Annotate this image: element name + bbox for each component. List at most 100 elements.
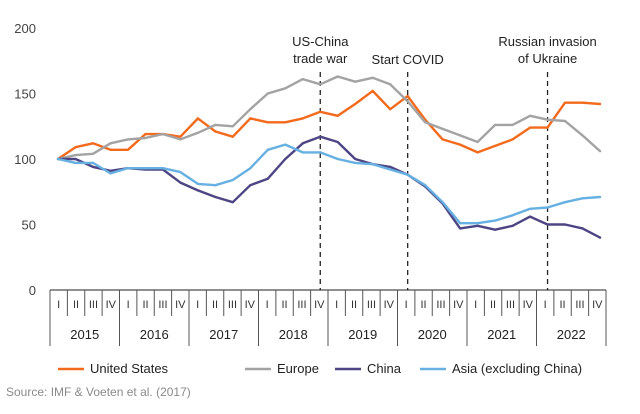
- quarter-tick-label: I: [127, 299, 130, 311]
- y-tick-label: 100: [14, 152, 36, 167]
- data-point: [424, 184, 427, 187]
- legend-label: China: [367, 361, 402, 376]
- data-point: [196, 117, 199, 120]
- quarter-tick-label: I: [474, 299, 477, 311]
- data-point: [581, 101, 584, 104]
- x-axis: I II III IV I II III IV I II III IV I II III IV I II III IV…: [49, 289, 607, 346]
- data-point: [231, 201, 234, 204]
- data-point: [529, 126, 532, 129]
- quarter-tick-label: III: [158, 299, 167, 311]
- year-label: 2021: [487, 327, 516, 342]
- data-point: [301, 151, 304, 154]
- data-point: [336, 157, 339, 161]
- quarter-tick-label: II: [560, 299, 566, 311]
- data-point: [231, 125, 234, 128]
- data-point: [109, 148, 112, 151]
- data-point: [74, 161, 77, 164]
- quarter-tick-label: IV: [245, 299, 256, 311]
- data-point: [179, 135, 182, 138]
- quarter-tick-label: III: [436, 299, 445, 311]
- quarter-tick-label: I: [405, 299, 408, 311]
- data-point: [74, 157, 77, 161]
- data-point: [249, 184, 252, 187]
- data-point: [284, 157, 287, 161]
- data-point: [231, 135, 234, 138]
- data-point: [249, 108, 252, 111]
- data-point: [266, 148, 269, 151]
- series-line: [56, 89, 602, 161]
- data-point: [319, 135, 322, 138]
- year-label: 2018: [279, 327, 308, 342]
- y-tick-label: 200: [14, 21, 36, 36]
- data-point: [196, 189, 199, 192]
- data-point: [529, 114, 532, 117]
- quarter-tick-label: III: [228, 299, 237, 311]
- data-point: [354, 80, 357, 83]
- data-point: [336, 114, 339, 117]
- data-point: [598, 236, 602, 239]
- data-point: [459, 222, 462, 225]
- data-point: [126, 148, 129, 151]
- data-point: [529, 215, 532, 218]
- data-point: [266, 177, 269, 180]
- data-point: [354, 161, 357, 164]
- data-point: [144, 136, 147, 140]
- data-point: [598, 150, 602, 153]
- quarter-tick-label: II: [73, 299, 79, 311]
- data-point: [196, 182, 199, 185]
- data-point: [441, 138, 444, 141]
- event-label: Russian invasion: [498, 34, 596, 49]
- data-point: [389, 108, 392, 111]
- data-point: [354, 157, 357, 161]
- quarter-tick-label: IV: [175, 299, 186, 311]
- quarter-tick-label: IV: [592, 299, 603, 311]
- quarter-tick-label: IV: [453, 299, 464, 311]
- data-series: [56, 75, 602, 239]
- data-point: [406, 95, 409, 98]
- data-point: [563, 101, 567, 104]
- data-point: [494, 123, 497, 126]
- event-annotations: US-China trade war Start COVID Russian inva…: [292, 34, 597, 290]
- data-point: [144, 133, 147, 136]
- data-point: [91, 142, 95, 145]
- data-point: [529, 207, 532, 210]
- quarter-tick-label: III: [367, 299, 376, 311]
- data-point: [371, 76, 374, 79]
- legend: United States Europe China Asia (excluding …: [58, 361, 582, 376]
- data-point: [494, 219, 497, 222]
- data-point: [56, 157, 60, 161]
- data-point: [196, 131, 199, 134]
- year-label: 2020: [418, 327, 447, 342]
- y-tick-label: 50: [22, 218, 36, 233]
- data-point: [459, 134, 462, 137]
- quarter-tick-label: IV: [106, 299, 117, 311]
- quarter-tick-label: I: [266, 299, 269, 311]
- data-point: [336, 75, 339, 78]
- data-point: [371, 89, 374, 92]
- quarter-tick-label: II: [212, 299, 218, 311]
- data-point: [389, 168, 392, 171]
- data-point: [214, 123, 217, 126]
- quarter-tick-label: II: [490, 299, 496, 311]
- data-point: [161, 133, 164, 136]
- data-point: [563, 223, 567, 226]
- event-label: trade war: [293, 51, 348, 66]
- quarter-tick-label: I: [196, 299, 199, 311]
- data-point: [511, 138, 514, 141]
- data-point: [179, 171, 182, 174]
- legend-label: United States: [90, 361, 169, 376]
- data-point: [179, 181, 182, 184]
- data-point: [126, 138, 129, 141]
- quarter-tick-label: III: [297, 299, 306, 311]
- data-point: [563, 201, 567, 204]
- quarter-tick-label: I: [335, 299, 338, 311]
- data-point: [144, 167, 147, 170]
- data-point: [494, 228, 497, 231]
- data-point: [301, 117, 304, 120]
- data-point: [494, 144, 497, 147]
- quarter-tick-label: IV: [384, 299, 395, 311]
- data-point: [563, 119, 567, 123]
- series-line: [56, 143, 602, 225]
- data-point: [406, 173, 409, 176]
